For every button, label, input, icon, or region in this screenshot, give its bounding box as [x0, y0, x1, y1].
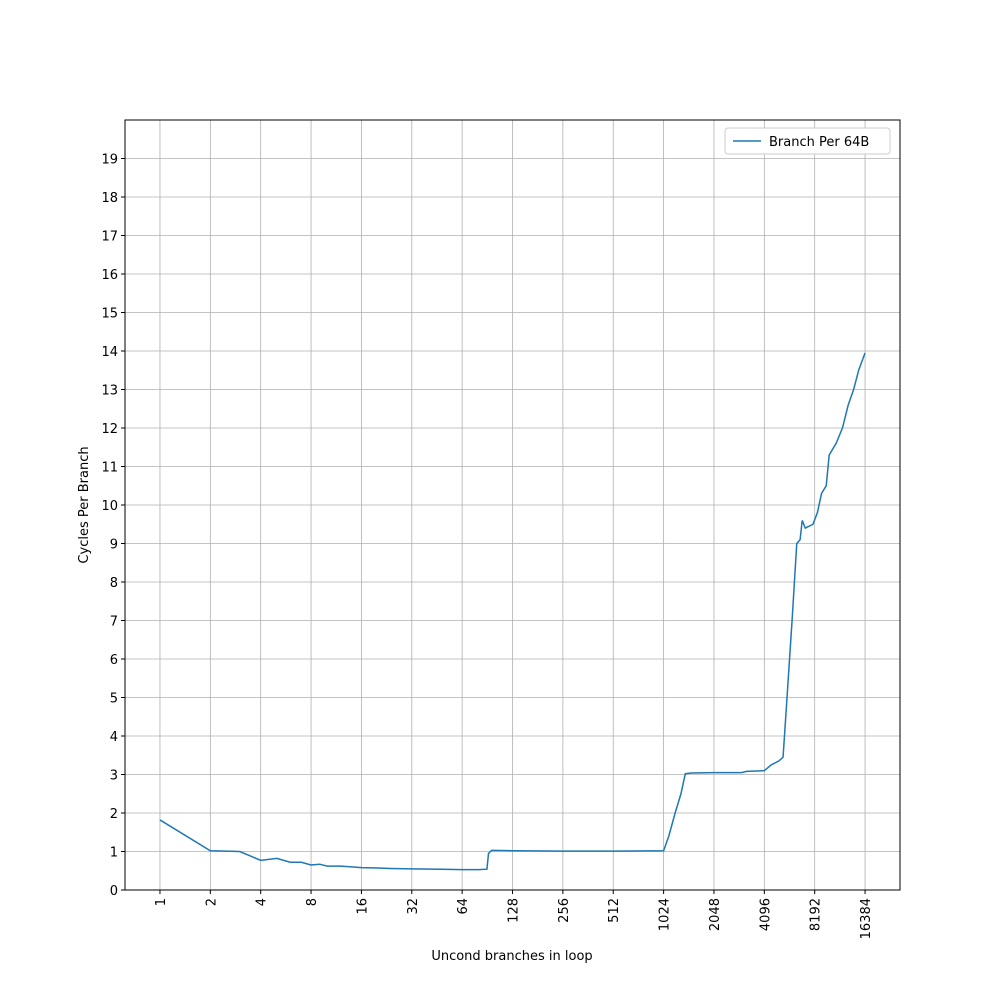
- y-tick-label: 0: [110, 884, 118, 899]
- plot-frame: [124, 119, 901, 891]
- x-axis-label: Uncond branches in loop: [431, 949, 592, 964]
- y-tick-label: 18: [101, 191, 118, 206]
- y-tick-label: 16: [101, 268, 118, 283]
- y-tick-label: 10: [101, 499, 118, 514]
- x-tick-label: 32: [406, 898, 421, 915]
- x-tick-label: 2: [204, 898, 219, 906]
- y-tick-label: 14: [101, 345, 118, 360]
- x-tick-label: 4: [255, 898, 270, 906]
- y-tick-label: 8: [110, 576, 118, 591]
- y-tick-label: 7: [110, 615, 118, 630]
- y-tick-label: 12: [101, 422, 118, 437]
- y-tick-label: 15: [101, 307, 118, 322]
- x-tick-label: 2048: [708, 898, 723, 931]
- y-tick-label: 9: [110, 538, 118, 553]
- x-tick-label: 256: [557, 898, 572, 923]
- x-tick-label: 16384: [859, 898, 874, 939]
- y-tick-label: 13: [101, 384, 118, 399]
- legend-box: [724, 127, 891, 155]
- x-tick-label: 16: [355, 898, 370, 915]
- x-tick-label: 8192: [809, 898, 824, 931]
- x-tick-label: 128: [507, 898, 522, 923]
- x-tick-label: 1: [154, 898, 169, 906]
- y-tick-label: 5: [110, 692, 118, 707]
- x-tick-label: 1024: [658, 898, 673, 931]
- y-tick-label: 1: [110, 846, 118, 861]
- y-tick-label: 11: [101, 461, 118, 476]
- legend-label: Branch Per 64B: [769, 135, 869, 150]
- data-line: [159, 352, 866, 871]
- y-tick-label: 19: [101, 153, 118, 168]
- y-tick-label: 4: [110, 730, 118, 745]
- x-tick-label: 512: [607, 898, 622, 923]
- y-tick-label: 3: [110, 769, 118, 784]
- x-tick-label: 8: [305, 898, 320, 906]
- y-tick-label: 6: [110, 653, 118, 668]
- y-tick-label: 17: [101, 230, 118, 245]
- y-axis-label: Cycles Per Branch: [77, 446, 92, 563]
- x-tick-label: 4096: [758, 898, 773, 931]
- x-tick-label: 64: [456, 898, 471, 915]
- y-tick-label: 2: [110, 807, 118, 822]
